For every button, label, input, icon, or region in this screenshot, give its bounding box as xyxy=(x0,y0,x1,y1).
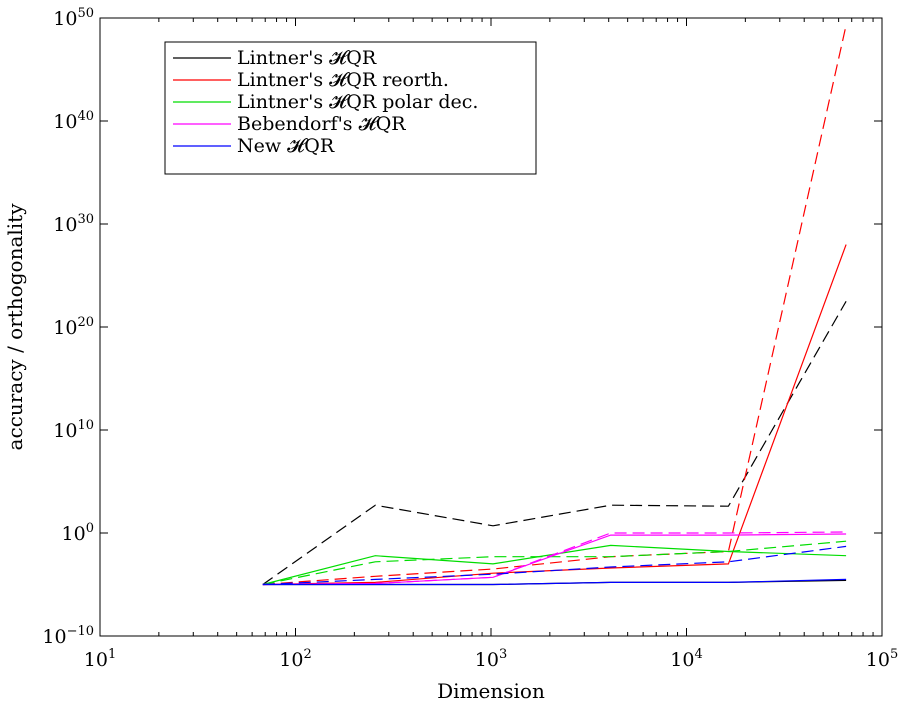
legend-label: Lintner's 𝓗QR polar dec. xyxy=(237,91,478,113)
series-line xyxy=(262,301,847,585)
y-tick-label: 1050 xyxy=(53,6,94,30)
x-tick-label: 105 xyxy=(866,647,898,671)
x-tick-label: 103 xyxy=(475,647,507,671)
legend-box xyxy=(164,41,537,175)
y-tick-label: 1030 xyxy=(53,212,94,236)
x-tick-label: 104 xyxy=(670,647,702,671)
y-tick-label: 1010 xyxy=(53,418,94,442)
axis-ticks: 101 102 103 104 105 10−10 100 1010 1020 1030 1040 1… xyxy=(42,6,898,671)
y-tick-label: 1020 xyxy=(53,315,94,339)
y-axis-label: accuracy / orthogonality xyxy=(3,203,27,451)
y-tick-label: 100 xyxy=(62,521,94,545)
series-line xyxy=(262,545,847,586)
series-line xyxy=(262,25,847,586)
x-tick-label: 102 xyxy=(279,647,311,671)
legend-label: Bebendorf's 𝓗QR xyxy=(237,113,406,135)
series-line xyxy=(262,578,847,586)
legend-label: Lintner's 𝓗QR reorth. xyxy=(237,69,449,91)
x-axis-label: Dimension xyxy=(437,679,545,703)
legend-label: Lintner's 𝓗QR xyxy=(237,47,377,69)
series-layer xyxy=(262,25,847,586)
legend-label: New 𝓗QR xyxy=(237,135,335,157)
x-tick-label: 101 xyxy=(84,647,116,671)
y-tick-label: 10−10 xyxy=(42,624,94,648)
y-tick-label: 1040 xyxy=(53,109,94,133)
series-line xyxy=(262,531,847,586)
